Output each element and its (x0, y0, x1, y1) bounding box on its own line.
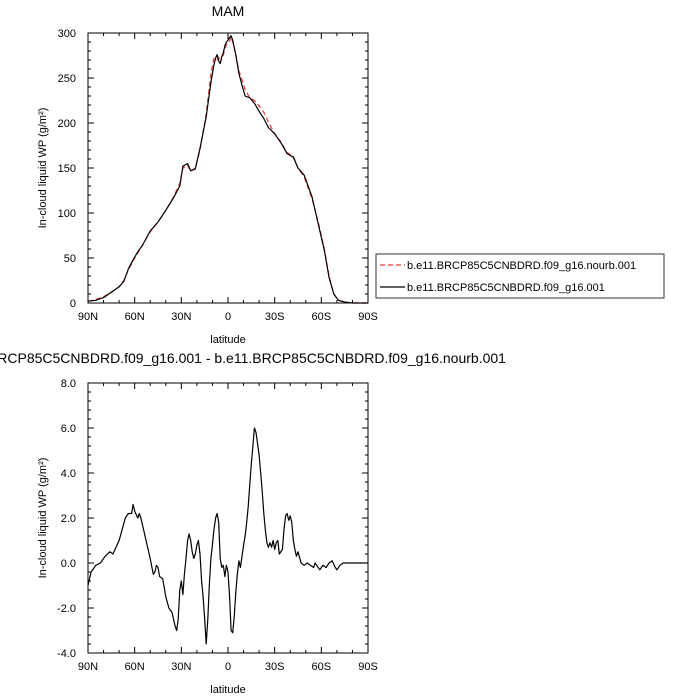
bottom-x-tick-label: 90S (358, 661, 378, 673)
bottom-x-tick-label: 30N (171, 661, 191, 673)
top-series-lines (87, 35, 368, 304)
top-y-tick-label: 250 (58, 73, 76, 85)
top-y-tick-label: 0 (70, 298, 76, 310)
bottom-x-axis-label: latitude (210, 684, 245, 696)
top-y-tick-label: 200 (58, 118, 76, 130)
legend-box (375, 253, 665, 299)
bottom-plot-area: 90N 60N 30N 0 30S 60S 90S -4.0 -2.0 0.0 2.0 4.0 6.0 8… (57, 378, 378, 673)
top-y-tick-label: 150 (58, 163, 76, 175)
top-x-tick-label: 90N (78, 311, 98, 323)
bottom-x-tick-label: 30S (265, 661, 285, 673)
top-x-tick-label: 60N (125, 311, 145, 323)
top-x-tick-label: 30N (171, 311, 191, 323)
bottom-x-tick-label: 0 (225, 661, 231, 673)
top-plot-area: 90N 60N 30N 0 30S 60S 90S 0 50 100 150 200 250 300 (58, 28, 378, 323)
top-x-axis-label: latitude (210, 334, 245, 346)
top-y-tick-label: 300 (58, 28, 76, 40)
top-x-tick-label: 60S (312, 311, 332, 323)
top-chart-title: MAM (212, 3, 245, 19)
legend: b.e11.BRCP85C5CNBDRD.f09_g16.nourb.001 b… (375, 253, 665, 299)
bottom-x-tick-label: 60S (312, 661, 332, 673)
bottom-y-tick-label: 0.0 (61, 558, 76, 570)
bottom-y-tick-label: 8.0 (61, 378, 76, 390)
top-series-line-0 (87, 36, 368, 304)
bottom-y-tick-label: -4.0 (57, 648, 76, 660)
bottom-x-tick-label: 60N (125, 661, 145, 673)
bottom-y-axis-label: In-cloud liquid WP (g/m²) (37, 458, 49, 579)
bottom-chart: b.e11.BRCP85C5CNBDRD.f09_g16.001 - b.e11… (0, 350, 506, 696)
bottom-series-lines (87, 427, 368, 645)
top-y-tick-label: 100 (58, 208, 76, 220)
top-chart: MAM 90N 60N 30N 0 30S 60S 90S 0 50 100 150 200 250 30… (37, 3, 378, 346)
bottom-chart-title: b.e11.BRCP85C5CNBDRD.f09_g16.001 - b.e11… (0, 350, 506, 366)
top-series-line-1 (87, 35, 368, 304)
legend-label-control: b.e11.BRCP85C5CNBDRD.f09_g16.001 (407, 282, 605, 294)
top-ticks: 90N 60N 30N 0 30S 60S 90S 0 50 100 150 200 250 300 (58, 28, 378, 323)
top-x-tick-label: 0 (225, 311, 231, 323)
bottom-ticks: 90N 60N 30N 0 30S 60S 90S -4.0 -2.0 0.0 2.0 4.0 6.0 8… (57, 378, 378, 673)
bottom-y-tick-label: -2.0 (57, 603, 76, 615)
bottom-y-tick-label: 6.0 (61, 423, 76, 435)
top-y-tick-label: 50 (64, 253, 76, 265)
bottom-plot-frame (87, 382, 369, 654)
top-x-tick-label: 30S (265, 311, 285, 323)
top-y-axis-label: In-cloud liquid WP (g/m²) (37, 108, 49, 229)
legend-label-nourb: b.e11.BRCP85C5CNBDRD.f09_g16.nourb.001 (407, 260, 636, 272)
bottom-y-tick-label: 2.0 (61, 513, 76, 525)
bottom-x-tick-label: 90N (78, 661, 98, 673)
bottom-series-line-0 (87, 427, 368, 645)
top-x-tick-label: 90S (358, 311, 378, 323)
bottom-y-tick-label: 4.0 (61, 468, 76, 480)
